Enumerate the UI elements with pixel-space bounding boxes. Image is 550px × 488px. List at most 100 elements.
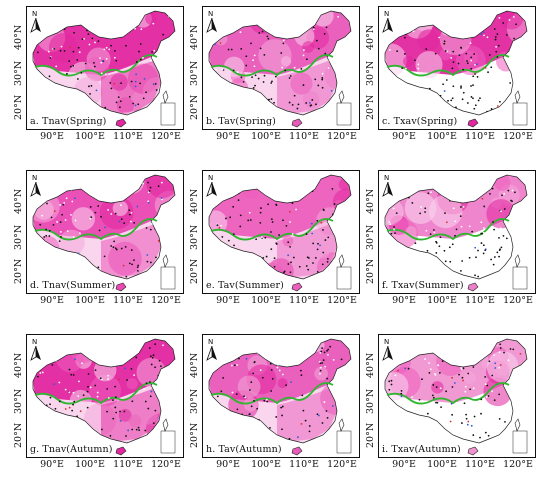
station-dot xyxy=(291,233,294,235)
climate-boundary-line xyxy=(386,382,510,405)
station-dot xyxy=(402,257,405,260)
station-dot xyxy=(429,233,432,236)
station-dot xyxy=(291,202,294,204)
station-dot xyxy=(495,45,498,48)
station-dot xyxy=(478,179,481,182)
station-dot xyxy=(462,379,464,382)
station-dot xyxy=(321,78,324,81)
station-dot xyxy=(511,268,513,271)
station-dot xyxy=(499,227,502,230)
station-dot xyxy=(474,104,477,107)
station-dot xyxy=(114,406,117,409)
station-dot xyxy=(419,212,422,215)
station-dot xyxy=(460,46,462,49)
station-dot xyxy=(280,186,282,189)
station-dot xyxy=(39,372,42,374)
station-dot xyxy=(450,402,453,405)
station-dot xyxy=(116,187,119,190)
station-dot xyxy=(81,38,84,41)
x-tick-label: 90°E xyxy=(40,295,64,306)
station-dot xyxy=(514,387,516,390)
station-dot xyxy=(262,81,265,83)
station-dot xyxy=(483,34,485,37)
station-dot xyxy=(505,237,508,240)
station-dot xyxy=(470,59,473,62)
station-dot xyxy=(335,70,338,73)
x-tick-label: 110°E xyxy=(289,459,319,470)
station-dot xyxy=(280,406,283,409)
station-dot xyxy=(394,374,397,377)
station-dot xyxy=(518,107,521,110)
y-tick-label: 40°N xyxy=(13,352,24,378)
station-dot xyxy=(338,419,341,422)
station-dot xyxy=(93,65,96,68)
station-dot xyxy=(233,364,236,367)
station-dot xyxy=(309,104,312,107)
station-dot xyxy=(469,42,472,45)
station-dot xyxy=(117,24,120,27)
station-dot xyxy=(239,436,242,438)
station-dot xyxy=(429,99,432,102)
station-dot xyxy=(426,108,429,111)
station-dot xyxy=(484,249,487,252)
station-dot xyxy=(499,100,501,103)
station-dot xyxy=(432,384,435,386)
station-dot xyxy=(449,438,452,441)
station-dot xyxy=(220,390,223,393)
station-dot xyxy=(259,47,262,50)
station-dot xyxy=(135,356,138,359)
station-dot xyxy=(326,258,329,260)
station-dot xyxy=(77,46,80,49)
station-dot xyxy=(425,107,428,110)
station-dot xyxy=(414,59,416,62)
station-dot xyxy=(498,255,500,258)
station-dot xyxy=(62,256,65,259)
station-dot xyxy=(342,214,345,216)
x-tick-label: 100°E xyxy=(427,131,457,142)
station-dot xyxy=(455,106,457,109)
station-dot xyxy=(409,266,412,269)
station-dot xyxy=(321,422,324,424)
x-tick-label: 120°E xyxy=(327,295,357,306)
station-dot xyxy=(395,439,398,441)
station-dot xyxy=(330,434,333,437)
station-dot xyxy=(421,378,423,381)
north-arrow-letter: N xyxy=(384,174,390,182)
station-dot xyxy=(462,91,465,94)
station-dot xyxy=(327,236,330,239)
station-dot xyxy=(56,87,59,90)
station-dot xyxy=(251,76,253,79)
station-dot xyxy=(512,15,515,18)
x-tick-label: 120°E xyxy=(151,295,181,306)
station-dot xyxy=(67,89,70,92)
station-dot xyxy=(297,350,300,353)
station-dot xyxy=(132,24,135,27)
south-china-sea-inset xyxy=(512,430,528,454)
station-dot xyxy=(130,249,133,251)
station-dot xyxy=(518,221,521,224)
station-dot xyxy=(459,441,461,443)
station-dot xyxy=(435,252,438,254)
station-dot xyxy=(48,75,51,78)
station-dot xyxy=(413,268,415,271)
station-dot xyxy=(220,224,222,227)
panel-title: h. Tav(Autumn) xyxy=(206,444,282,455)
station-dot xyxy=(240,76,243,79)
station-dot xyxy=(216,75,219,78)
station-dot xyxy=(232,205,235,208)
station-dot xyxy=(323,401,326,403)
north-arrow-icon: N xyxy=(205,10,219,36)
station-dot xyxy=(147,444,149,446)
station-dot xyxy=(61,213,64,216)
south-china-sea-inset xyxy=(160,430,176,454)
station-dot xyxy=(473,107,476,110)
station-dot xyxy=(78,380,80,383)
station-dot xyxy=(270,390,273,392)
station-dot xyxy=(39,223,42,226)
station-dot xyxy=(466,60,468,62)
station-dot xyxy=(451,376,453,379)
station-dot xyxy=(396,50,399,53)
station-dot xyxy=(515,23,518,26)
y-tick-label: 40°N xyxy=(189,24,200,50)
